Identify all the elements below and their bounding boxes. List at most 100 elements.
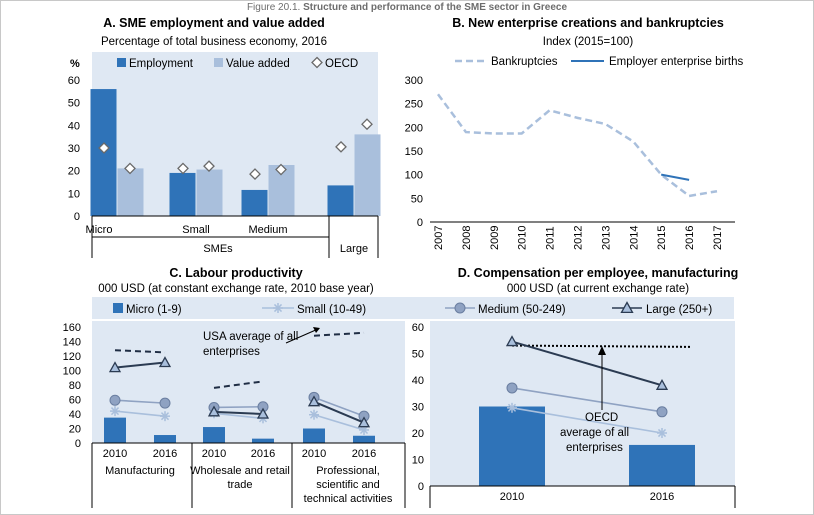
x-tick-label: 2013 — [600, 226, 612, 250]
y-tick-label: 40 — [68, 120, 80, 132]
y-tick-label: 150 — [405, 146, 423, 158]
group-label-smes: SMEs — [203, 243, 233, 255]
y-tick-label: 60 — [68, 75, 80, 87]
bar-employment-small — [169, 172, 196, 216]
y-tick-label: 40 — [69, 409, 81, 421]
panel-a-y-unit: % — [70, 58, 80, 70]
y-tick-label: 80 — [69, 380, 81, 392]
annotation-oecd-line1: OECD — [585, 412, 618, 424]
group-label-wholesale-line1: Wholesale and retail — [190, 465, 290, 477]
marker-large-professional-2010 — [307, 395, 321, 407]
marker-oecd-value-added-micro — [124, 162, 136, 175]
line-large — [511, 340, 663, 387]
y-tick-label: 120 — [63, 351, 81, 363]
y-tick-label: 20 — [412, 428, 424, 440]
usa-line-professional — [313, 331, 365, 337]
bar-employment-large — [327, 185, 354, 216]
marker-large-manufacturing-2010 — [108, 361, 122, 373]
line-small — [511, 407, 663, 434]
panel-b-subtitle: Index (2015=100) — [543, 36, 634, 48]
y-tick-label: 50 — [68, 98, 80, 110]
y-tick-label: 140 — [63, 337, 81, 349]
marker-large-professional-2016 — [357, 416, 371, 428]
legend-marker-oecd — [311, 56, 323, 69]
panel-b-title: B. New enterprise creations and bankrupt… — [452, 16, 724, 30]
panel-d: D. Compensation per employee, manufactur… — [412, 266, 738, 508]
legend-label-value-added: Value added — [226, 58, 290, 70]
panel-d-plot: 0 10 20 30 40 50 60 2010 2016 OECD average of all e… — [412, 321, 736, 508]
bar-micro-professional-2010 — [303, 428, 325, 443]
bar-micro-2016 — [629, 444, 695, 486]
x-tick-label: 2007 — [433, 226, 445, 250]
y-tick-label: 100 — [63, 366, 81, 378]
legend-label-births: Employer enterprise births — [609, 56, 743, 68]
bar-value-added-small — [196, 169, 223, 216]
panel-a-title: A. SME employment and value added — [103, 16, 325, 30]
x-tick-label: 2016 — [251, 448, 275, 460]
legend-label-employment: Employment — [129, 58, 194, 70]
x-tick-label: 2016 — [684, 226, 696, 250]
usa-line-manufacturing — [114, 349, 166, 354]
panel-c-background — [92, 321, 405, 443]
legend-background — [92, 52, 378, 72]
marker-small-2010 — [507, 402, 517, 413]
marker-large-wholesale-2010 — [207, 405, 221, 417]
figure-caption: Figure 20.1. Structure and performance o… — [247, 2, 568, 13]
marker-small-manufacturing-2010 — [110, 406, 120, 417]
y-tick-label: 0 — [74, 211, 80, 223]
bar-micro-manufacturing-2016 — [154, 435, 176, 443]
marker-small-manufacturing-2016-stroke — [160, 412, 170, 421]
panel-c-title: C. Labour productivity — [169, 266, 302, 280]
marker-oecd-value-added-medium — [275, 163, 287, 176]
panel-d-subtitle: 000 USD (at current exchange rate) — [507, 283, 689, 295]
legend-size-classes: Micro (1-9) Small (10-49) Medium (50-249) L… — [92, 297, 734, 319]
annotation-usa-arrow — [285, 328, 319, 344]
x-tick-label: Small — [182, 224, 210, 236]
marker-medium-2016 — [656, 406, 668, 418]
bar-micro-professional-2016 — [353, 435, 375, 443]
x-tick-label: 2010 — [202, 448, 226, 460]
legend-swatch-employment — [117, 58, 126, 67]
annotation-usa-arrowhead — [313, 327, 320, 333]
marker-large-2010 — [505, 335, 519, 347]
panel-c-plot: 0 20 40 60 80 100 120 140 160 2010 2016 2010 2016 201… — [63, 321, 406, 508]
legend-swatch-micro — [113, 303, 123, 313]
annotation-oecd-arrowhead — [598, 346, 606, 355]
marker-small-professional-2016 — [359, 424, 369, 435]
oecd-line — [511, 344, 691, 348]
annotation-oecd-line2: average of all — [560, 427, 629, 439]
marker-oecd-employment-small — [177, 162, 189, 175]
line-medium-manufacturing — [114, 399, 166, 404]
legend-label-small: Small (10-49) — [297, 304, 366, 316]
bar-value-added-micro — [117, 168, 144, 216]
panel-b: B. New enterprise creations and bankrupt… — [405, 16, 744, 250]
annotation-usa-line1: USA average of all — [203, 331, 298, 343]
usa-line-wholesale — [213, 380, 264, 389]
panel-b-legend: Bankruptcies Employer enterprise births — [455, 56, 743, 68]
legend-marker-small-stroke — [273, 303, 283, 313]
panel-c-subtitle: 000 USD (at constant exchange rate, 2010… — [98, 283, 374, 295]
annotation-usa-line2: enterprises — [203, 346, 260, 358]
marker-medium-manufacturing-2016 — [159, 397, 171, 409]
panel-b-plot: Bankruptcies Employer enterprise births 0 5… — [405, 56, 744, 250]
y-tick-label: 0 — [418, 481, 424, 493]
y-tick-label: 20 — [69, 424, 81, 436]
legend-background — [92, 297, 734, 319]
group-label-professional-line2: scientific and — [316, 479, 380, 491]
line-large-professional — [313, 400, 365, 424]
x-tick-label: 2010 — [302, 448, 326, 460]
marker-medium-manufacturing-2010 — [109, 394, 121, 406]
line-medium-professional — [313, 396, 365, 417]
bar-value-added-large — [354, 134, 381, 216]
bar-micro-manufacturing-2010 — [104, 417, 126, 443]
y-tick-label: 100 — [405, 170, 423, 182]
legend-marker-medium — [454, 302, 466, 314]
legend-swatch-value-added — [214, 58, 223, 67]
marker-small-professional-2016-stroke — [359, 425, 369, 435]
bar-micro-wholesale-2010 — [203, 427, 225, 443]
bar-employment-medium — [241, 189, 268, 216]
y-tick-label: 60 — [412, 322, 424, 334]
line-small-professional — [313, 413, 365, 431]
x-tick-label: 2016 — [650, 491, 674, 503]
